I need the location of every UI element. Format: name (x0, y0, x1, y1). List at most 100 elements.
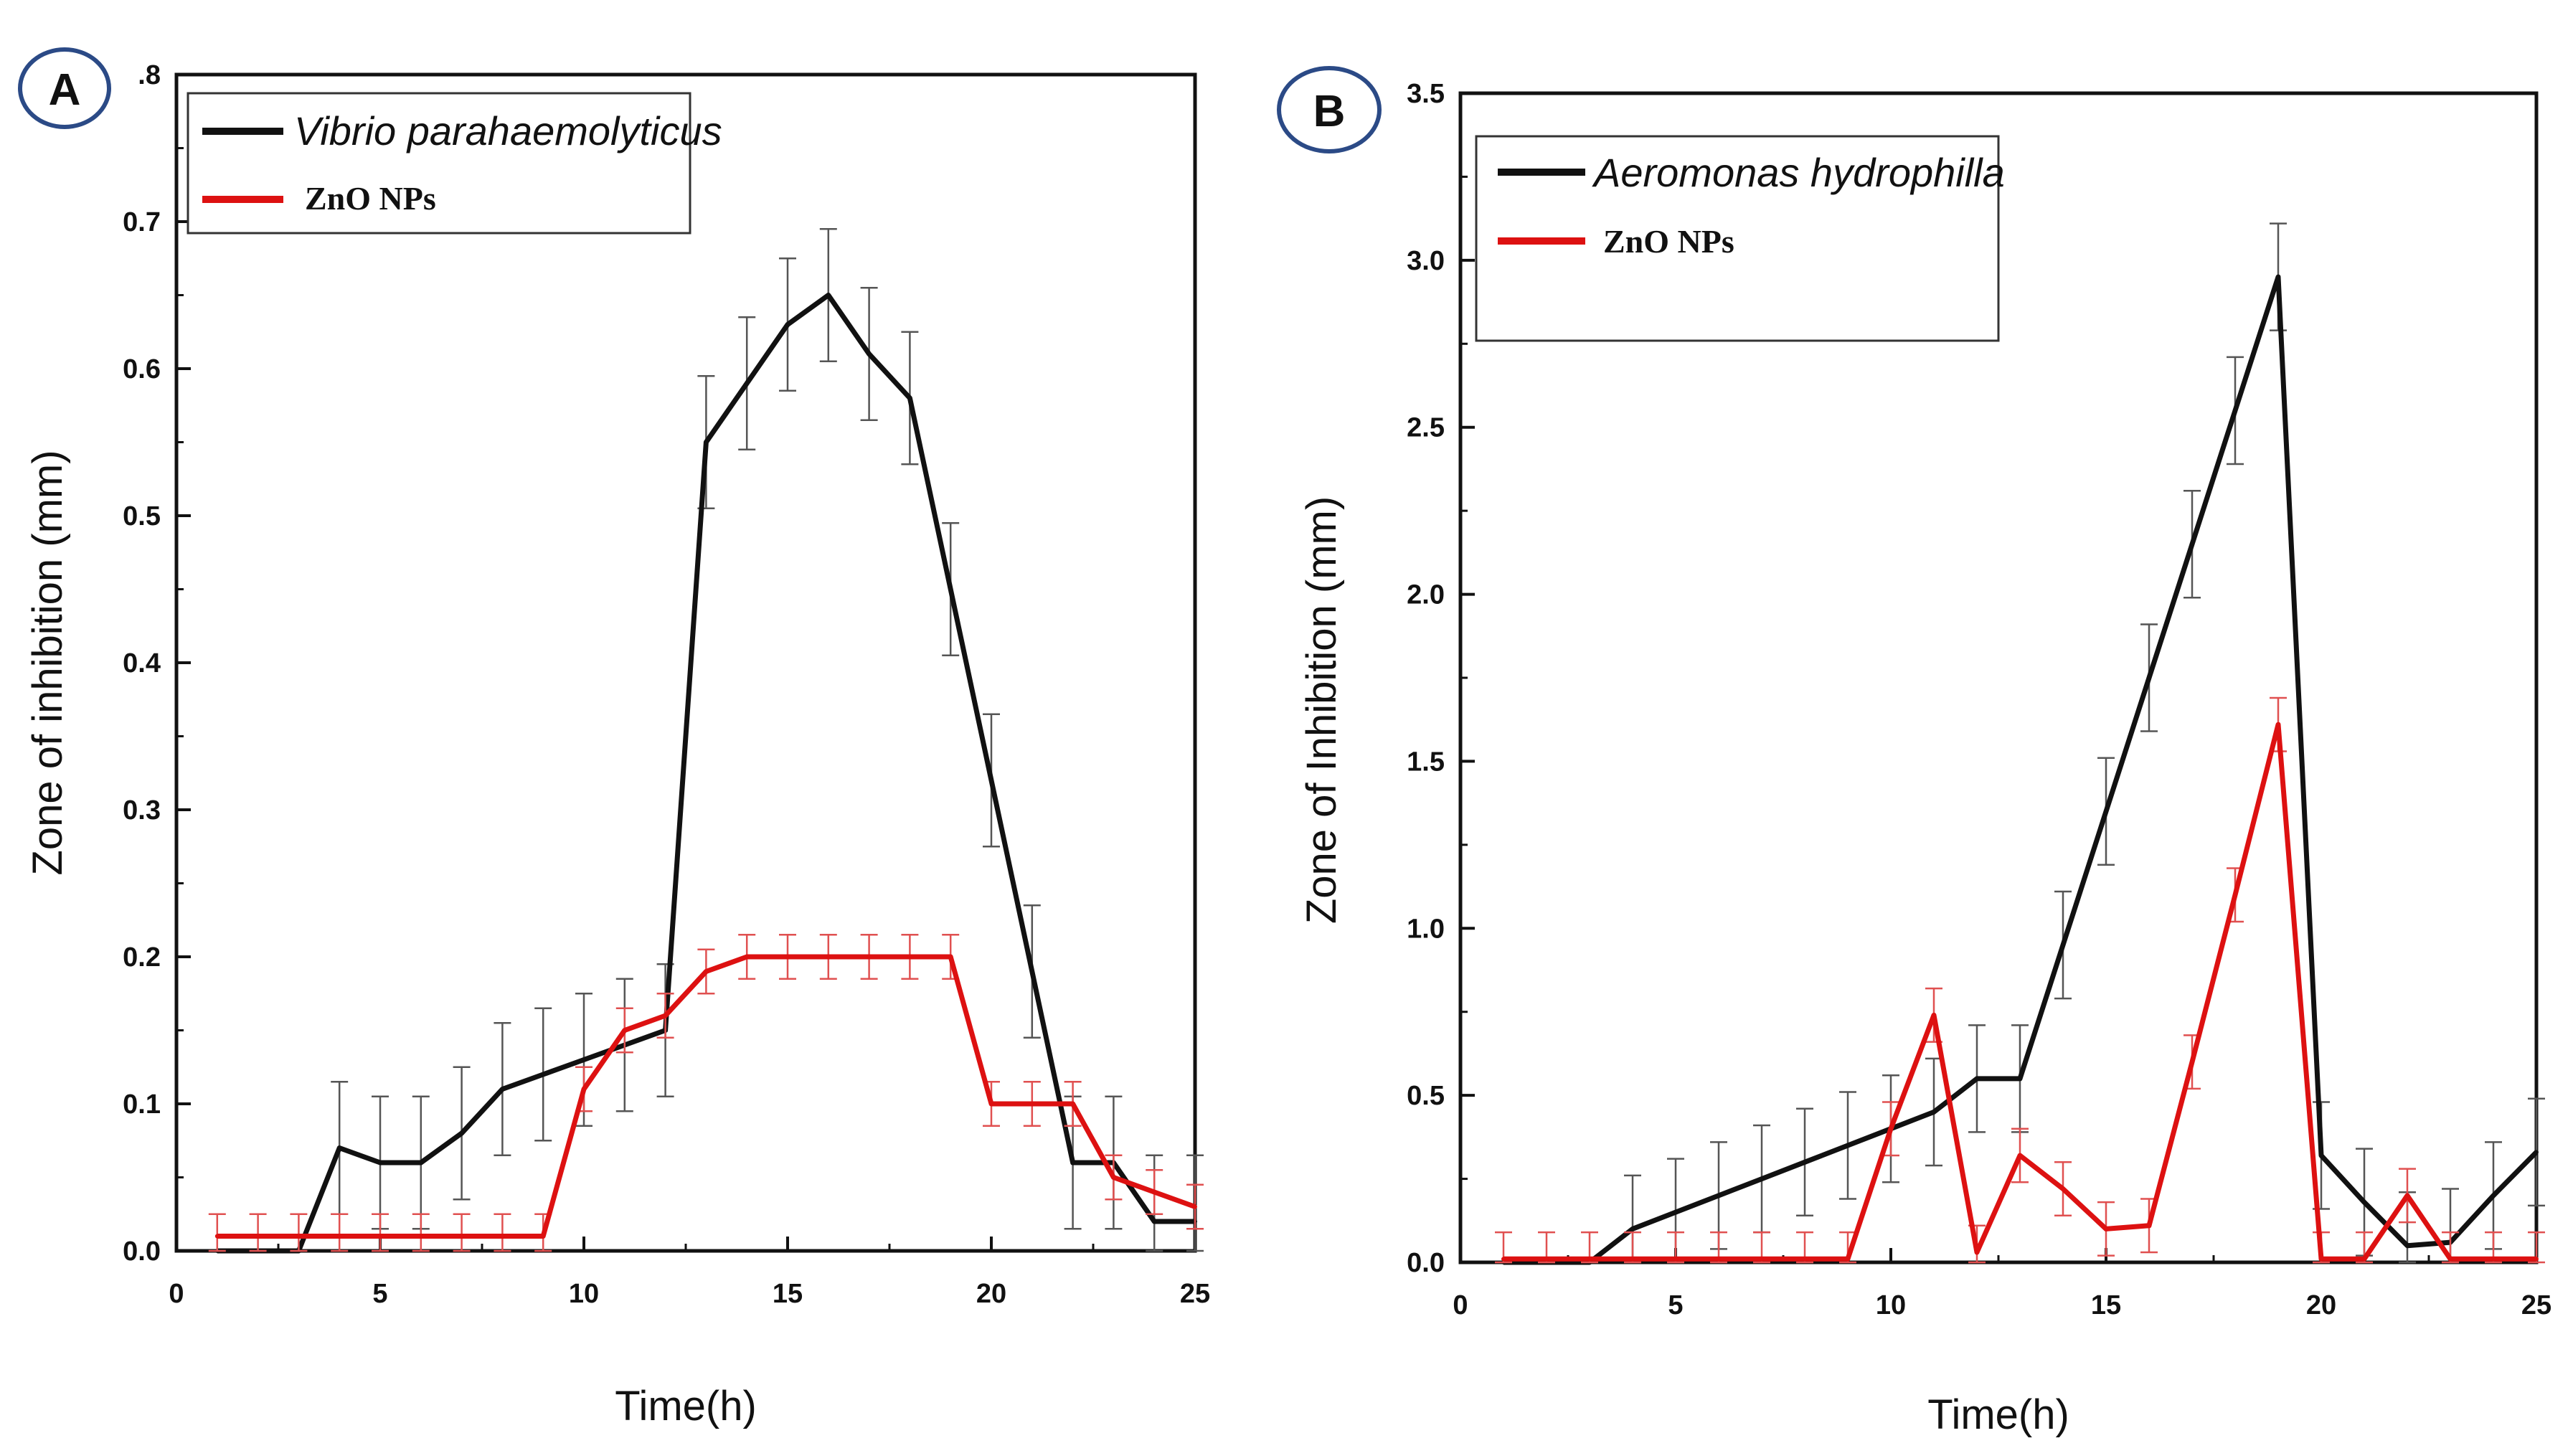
panel-b-series-1-point-23 (2491, 1257, 2496, 1262)
panel-a-y-tick-label-3: 0.3 (123, 795, 161, 826)
panel-a-legend: Vibrio parahaemolyticus ZnO NPs (187, 92, 722, 235)
panel-b-x-tick-label-3: 15 (2091, 1290, 2121, 1320)
panel-a-series-1 (208, 934, 1204, 1252)
panel-a-series-1-point-6 (459, 1234, 464, 1239)
panel-a-y-axis-title: Zone of inhibition (mm) (24, 450, 71, 875)
panel-a-y-tick-label-0: 0.0 (123, 1237, 161, 1267)
panel-b-series-1-point-0 (1501, 1257, 1506, 1262)
panel-b-series-0-point-12 (2018, 1076, 2022, 1081)
panel-a-series-0-point-7 (500, 1087, 505, 1092)
panel-a-y-tick-label-5: 0.5 (123, 501, 161, 531)
panel-a-series-1-point-15 (826, 955, 831, 959)
chart-panel-b: 0 5 10 15 20 25 0.0 0.5 1.0 1.5 2.0 2.5 3.0 3.5 Time(… (1298, 79, 2551, 1438)
panel-a-letter: A (49, 65, 81, 115)
panel-a-series (208, 228, 1204, 1254)
panel-b-ticks: 0 5 10 15 20 25 0.0 0.5 1.0 1.5 2.0 2.5 3.0 3.5 (1407, 79, 2551, 1320)
panel-b-x-tick-label-0: 0 (1453, 1290, 1468, 1320)
panel-b-series-1-point-1 (1544, 1257, 1549, 1262)
panel-b-series-0-point-6 (1760, 1176, 1764, 1181)
panel-a-legend-box (187, 92, 691, 235)
panel-a-series-1-point-8 (541, 1234, 546, 1239)
panel-a-series-0-point-4 (378, 1160, 382, 1165)
panel-a-series-1-point-24 (1193, 1204, 1197, 1209)
panel-a-y-tick-label-2: 0.2 (123, 942, 161, 973)
panel-b-series-1-point-6 (1760, 1257, 1764, 1262)
panel-b-series-0-point-18 (2276, 275, 2280, 280)
panel-b-y-tick-label-6: 3.0 (1407, 246, 1445, 276)
panel-b-x-tick-label-1: 5 (1668, 1290, 1683, 1320)
panel-a-series-0-point-15 (826, 293, 831, 298)
panel-b-series-1-point-3 (1630, 1257, 1635, 1262)
panel-b-legend-label-2: ZnO NPs (1603, 223, 1734, 260)
panel-b-badge: B (1277, 66, 1382, 153)
panel-a-x-tick-label-1: 5 (372, 1279, 387, 1309)
panel-b-series-0-point-21 (2405, 1243, 2409, 1248)
panel-a-x-tick-label-4: 20 (976, 1279, 1006, 1309)
panel-a-series-0-point-5 (418, 1160, 423, 1165)
panel-a-series-0-point-23 (1152, 1219, 1157, 1224)
panel-a-series-1-point-12 (704, 969, 709, 974)
panel-b-series-1-point-22 (2448, 1257, 2452, 1262)
panel-a-series-0-point-21 (1070, 1160, 1075, 1165)
panel-a-legend-label-2: ZnO NPs (305, 180, 436, 217)
panel-b-series-0-point-7 (1803, 1160, 1807, 1165)
panel-a-series-1-point-0 (214, 1234, 219, 1239)
panel-b-series-1-point-24 (2534, 1257, 2539, 1262)
panel-b-letter: B (1313, 87, 1346, 136)
panel-a-y-tick-label-7: 0.7 (123, 207, 161, 237)
panel-a-series-1-point-14 (785, 955, 790, 959)
panel-b-y-tick-label-1: 0.5 (1407, 1081, 1445, 1111)
panel-b-series-1-point-18 (2276, 722, 2280, 727)
panel-b-x-tick-label-4: 20 (2306, 1290, 2336, 1320)
panel-a-x-tick-label-5: 25 (1180, 1279, 1210, 1309)
panel-b-legend: Aeromonas hydrophilla ZnO NPs (1475, 135, 2005, 342)
panel-b-series-1-point-11 (1975, 1250, 1979, 1255)
panel-b-y-tick-label-3: 1.5 (1407, 747, 1445, 777)
panel-a-badge: A (18, 47, 111, 129)
panel-a-series-0-point-19 (989, 778, 993, 783)
panel-a-series-1-point-10 (622, 1028, 627, 1033)
panel-b-y-tick-label-2: 1.0 (1407, 914, 1445, 944)
panel-a-series-1-point-9 (582, 1087, 586, 1092)
panel-a-series-1-point-5 (418, 1234, 423, 1239)
panel-a-series-1-point-7 (500, 1234, 505, 1239)
panel-a-series-0-point-6 (459, 1131, 464, 1135)
panel-a-y-tick-label-1: 0.1 (123, 1089, 161, 1120)
panel-b-series-0-point-8 (1846, 1143, 1850, 1148)
panel-a-series-1-point-4 (378, 1234, 382, 1239)
panel-b-y-tick-label-4: 2.0 (1407, 580, 1445, 610)
panel-b-y-tick-label-5: 2.5 (1407, 413, 1445, 443)
panel-a-series-0-point-8 (541, 1072, 546, 1077)
panel-a-x-tick-label-0: 0 (169, 1279, 184, 1309)
panel-a-series-1-point-20 (1029, 1102, 1034, 1106)
panel-b-series-1-point-7 (1803, 1257, 1807, 1262)
panel-b-series-1-point-17 (2233, 892, 2237, 897)
panel-a-y-tick-label-4: 0.4 (123, 648, 161, 679)
panel-a-series-0-point-18 (948, 587, 953, 592)
panel-a-series-1-point-19 (989, 1102, 993, 1106)
panel-b-series-1-point-20 (2362, 1257, 2366, 1262)
panel-a-series-0-point-9 (582, 1057, 586, 1062)
panel-b-series-0-point-19 (2319, 1153, 2323, 1158)
panel-b-series-0-point-23 (2491, 1193, 2496, 1198)
panel-b-series-0-point-24 (2534, 1150, 2539, 1155)
panel-a-series-1-point-18 (948, 955, 953, 959)
panel-b-series-1-point-9 (1889, 1126, 1893, 1131)
panel-a-series-1-point-2 (296, 1234, 301, 1239)
panel-a-series-1-point-16 (867, 955, 872, 959)
panel-b-y-axis-title: Zone of Inhibition (mm) (1298, 496, 1345, 924)
panel-a-y-tick-label-8: .8 (138, 60, 161, 90)
panel-b-series-0-point-16 (2190, 542, 2194, 547)
panel-a-y-tick-label-6: 0.6 (123, 354, 161, 384)
panel-a-badge-ring (18, 47, 111, 129)
panel-b-x-tick-label-5: 25 (2521, 1290, 2551, 1320)
panel-a-series-0-point-17 (907, 396, 912, 400)
panel-a-series-0-point-16 (867, 351, 872, 356)
panel-a-legend-label-1: Vibrio parahaemolyticus (294, 108, 722, 153)
panel-a-series-1-point-3 (337, 1234, 342, 1239)
panel-a-series-1-point-22 (1111, 1175, 1116, 1180)
panel-a-ticks: 0 5 10 15 20 25 0.0 0.1 0.2 0.3 0.4 0.5 0.6 0.7 .8 (123, 60, 1210, 1309)
panel-b-series-1-point-21 (2405, 1193, 2409, 1198)
panel-b-x-axis-title: Time(h) (1927, 1391, 2069, 1438)
